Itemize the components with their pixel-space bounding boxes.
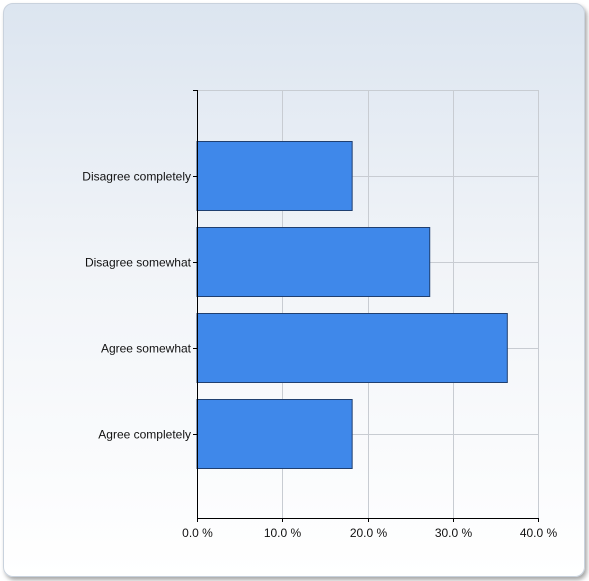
bars (196, 141, 508, 469)
x-tick-label: 30.0 % (435, 526, 473, 540)
category-label: Agree somewhat (101, 342, 192, 356)
bar-agree-somewhat (196, 313, 508, 383)
category-label: Disagree completely (82, 170, 191, 184)
x-tick-label: 0.0 % (182, 526, 213, 540)
category-label: Disagree somewhat (85, 256, 192, 270)
x-tick-label: 20.0 % (350, 526, 388, 540)
axes (193, 90, 539, 522)
bar-disagree-completely (196, 141, 353, 211)
x-tick-label: 10.0 % (264, 526, 302, 540)
category-label: Agree completely (98, 428, 191, 442)
axis-labels: 0.0 % 10.0 % 20.0 % 30.0 % 40.0 % Disagree co… (82, 170, 557, 541)
bar-agree-completely (196, 399, 353, 469)
x-tick-label: 40.0 % (520, 526, 558, 540)
bar-disagree-somewhat (196, 227, 431, 297)
